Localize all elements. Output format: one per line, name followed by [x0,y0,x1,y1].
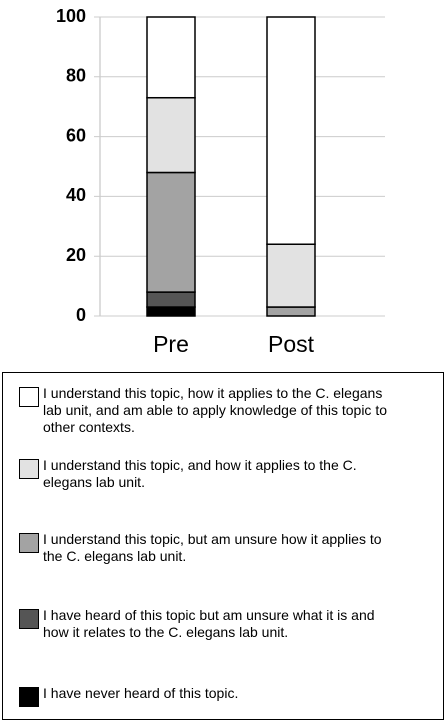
y-tick-label: 40 [66,185,86,205]
legend-swatch [19,459,39,479]
legend-swatch [19,387,39,407]
legend-label: I have heard of this topic but am unsure… [43,607,375,640]
y-tick-label: 100 [56,6,86,26]
legend-swatch [19,687,39,707]
bar-segment [146,306,196,317]
bar-segment [146,171,196,293]
x-tick-label: Post [268,331,315,357]
legend-label: I understand this topic, how it applies … [43,385,387,435]
legend-swatch [19,533,39,553]
y-tick-label: 20 [66,245,86,265]
x-tick-label: Pre [153,331,189,357]
legend-label: I understand this topic, and how it appl… [43,457,357,490]
legend-swatch [19,609,39,629]
y-tick-label: 0 [76,305,86,325]
legend-label: I understand this topic, but am unsure h… [43,531,382,564]
chart: 0 20 40 60 80 100 Pre Post [56,6,385,357]
bar-segment [266,306,316,317]
legend-label: I have never heard of this topic. [43,685,239,701]
bar-segment [266,16,316,245]
legend: I understand this topic, how it applies … [2,372,444,720]
bar-segment [266,243,316,308]
bar-segment [146,291,196,308]
y-tick-label: 60 [66,125,86,145]
bar-segment [146,16,196,99]
bar-segment [146,96,196,174]
y-tick-label: 80 [66,66,86,86]
